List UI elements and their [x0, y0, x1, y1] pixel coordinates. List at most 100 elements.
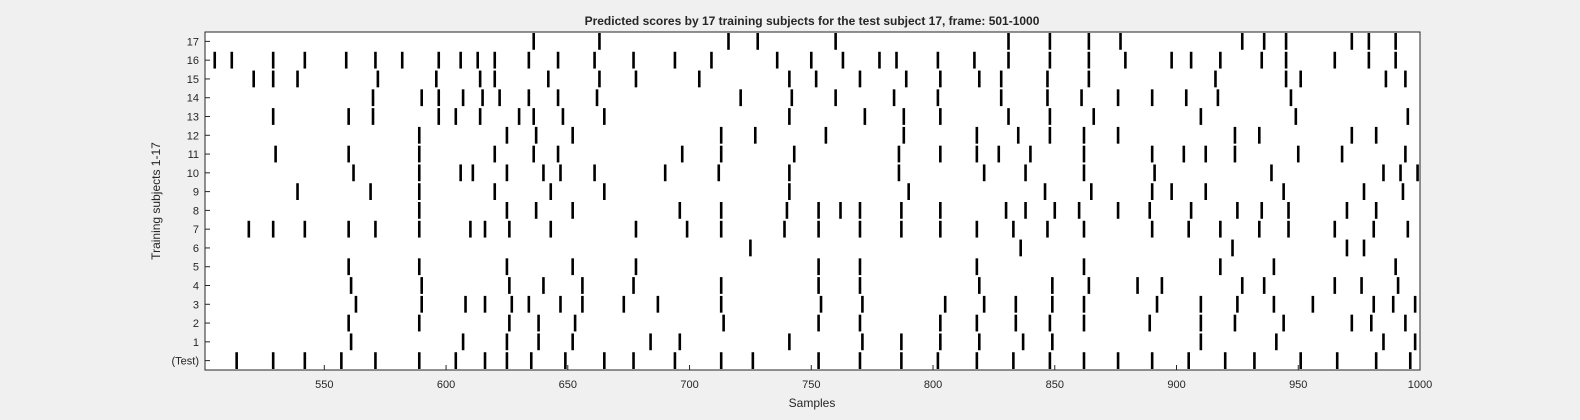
event-mark	[739, 89, 742, 107]
event-mark	[437, 51, 441, 69]
event-mark	[1396, 277, 1400, 294]
event-mark	[1012, 220, 1015, 238]
event-mark	[271, 70, 275, 88]
event-mark	[532, 108, 536, 125]
event-mark	[564, 352, 567, 369]
event-mark	[1272, 258, 1276, 276]
y-tick-label: 1	[193, 337, 199, 349]
event-mark	[598, 33, 601, 50]
event-mark	[1116, 352, 1120, 369]
event-mark	[1372, 220, 1376, 238]
event-mark	[1024, 202, 1027, 219]
event-mark	[1345, 202, 1349, 219]
event-mark	[1089, 183, 1093, 200]
event-mark	[464, 295, 467, 313]
event-mark	[1082, 314, 1086, 332]
event-mark	[1335, 352, 1339, 369]
event-mark	[347, 258, 350, 276]
event-mark	[975, 126, 979, 144]
event-mark	[756, 33, 760, 50]
event-mark	[834, 89, 837, 107]
x-axis-label: Samples	[789, 396, 836, 410]
event-mark	[788, 164, 791, 182]
event-mark	[1082, 220, 1086, 238]
event-mark	[1384, 70, 1388, 88]
event-mark	[1299, 352, 1302, 369]
event-mark	[303, 220, 307, 238]
event-mark	[1260, 202, 1264, 219]
event-mark	[1007, 51, 1010, 69]
event-mark	[369, 183, 372, 200]
event-mark	[678, 333, 682, 351]
event-mark	[900, 352, 903, 369]
event-mark	[719, 202, 723, 219]
event-mark	[547, 70, 550, 88]
event-mark	[1408, 352, 1412, 369]
x-tick-label: 750	[802, 379, 820, 391]
event-mark	[1287, 202, 1290, 219]
x-tick-label: 550	[315, 379, 333, 391]
event-mark	[527, 295, 531, 313]
event-mark	[271, 108, 275, 125]
event-mark	[775, 51, 779, 69]
event-mark	[581, 277, 584, 294]
event-mark	[1189, 202, 1193, 219]
event-mark	[556, 145, 560, 163]
event-mark	[1275, 333, 1278, 351]
event-mark	[510, 295, 514, 313]
event-mark	[1272, 295, 1276, 313]
event-mark	[1148, 202, 1152, 219]
event-mark	[537, 333, 540, 351]
event-mark	[1399, 164, 1402, 182]
event-mark	[454, 352, 458, 369]
event-mark	[632, 51, 635, 69]
event-mark	[1024, 164, 1027, 182]
event-mark	[1150, 89, 1154, 107]
event-mark	[1155, 295, 1159, 313]
event-mark	[975, 352, 979, 369]
event-mark	[527, 51, 531, 69]
event-mark	[1170, 183, 1173, 200]
event-mark	[1087, 277, 1091, 294]
event-mark	[532, 145, 536, 163]
event-mark	[858, 202, 862, 219]
event-mark	[622, 295, 626, 313]
event-mark	[722, 314, 725, 332]
event-mark	[1233, 145, 1237, 163]
event-mark	[819, 295, 823, 313]
event-mark	[1350, 314, 1354, 332]
event-mark	[481, 89, 484, 107]
event-mark	[1184, 89, 1188, 107]
event-mark	[858, 314, 862, 332]
event-mark	[349, 333, 353, 351]
event-mark	[858, 70, 862, 88]
event-mark	[483, 295, 487, 313]
event-mark	[792, 145, 796, 163]
event-mark	[943, 295, 947, 313]
event-mark	[508, 277, 511, 294]
event-mark	[417, 126, 421, 144]
event-mark	[751, 352, 755, 369]
event-mark	[1270, 164, 1273, 182]
event-mark	[1016, 126, 1020, 144]
event-mark	[549, 183, 553, 200]
event-mark	[824, 126, 828, 144]
event-mark	[1080, 89, 1083, 107]
event-mark	[634, 70, 638, 88]
event-mark	[517, 108, 521, 125]
event-mark	[634, 220, 638, 238]
event-mark	[1214, 70, 1217, 88]
y-tick-label: 6	[193, 243, 199, 255]
event-mark	[1153, 164, 1156, 182]
event-mark	[1150, 145, 1154, 163]
event-mark	[1413, 295, 1417, 313]
event-mark	[817, 314, 820, 332]
event-mark	[719, 352, 723, 369]
event-mark	[632, 352, 635, 369]
event-mark	[900, 333, 903, 351]
event-mark	[252, 70, 255, 88]
event-mark	[571, 126, 574, 144]
event-mark	[1204, 183, 1208, 200]
y-tick-label: 9	[193, 187, 199, 199]
